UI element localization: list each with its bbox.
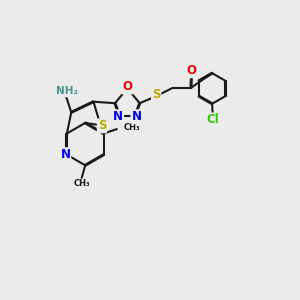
Text: CH₃: CH₃ bbox=[74, 179, 90, 188]
Text: S: S bbox=[98, 119, 106, 132]
Text: Cl: Cl bbox=[206, 113, 219, 127]
Text: O: O bbox=[187, 64, 196, 77]
Text: NH₂: NH₂ bbox=[56, 86, 78, 96]
Text: CH₃: CH₃ bbox=[124, 123, 140, 132]
Text: N: N bbox=[113, 110, 123, 123]
Text: N: N bbox=[60, 148, 70, 161]
Text: N: N bbox=[131, 110, 142, 123]
Text: S: S bbox=[152, 88, 161, 101]
Text: O: O bbox=[122, 80, 132, 94]
